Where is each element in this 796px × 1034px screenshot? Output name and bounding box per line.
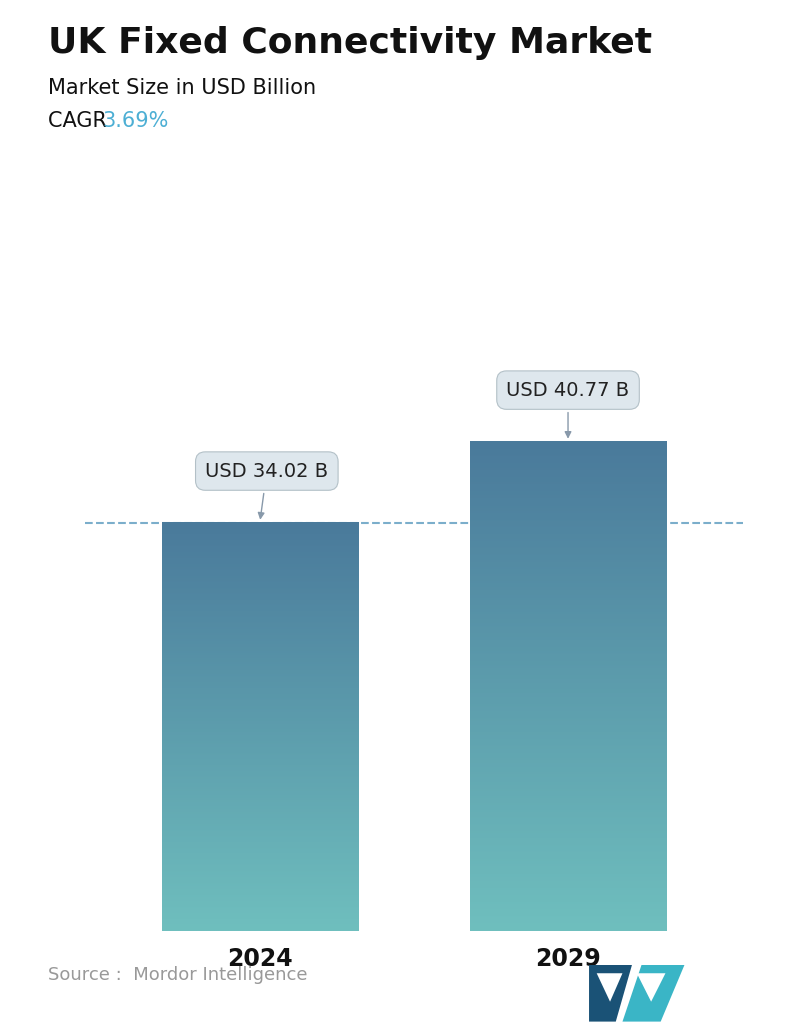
Text: Source :  Mordor Intelligence: Source : Mordor Intelligence [48,967,307,984]
Polygon shape [589,965,632,1022]
Text: UK Fixed Connectivity Market: UK Fixed Connectivity Market [48,26,652,60]
Text: USD 34.02 B: USD 34.02 B [205,461,329,518]
Polygon shape [637,973,665,1002]
Polygon shape [597,973,622,1002]
Text: USD 40.77 B: USD 40.77 B [506,381,630,437]
Polygon shape [622,965,685,1022]
Text: CAGR: CAGR [48,111,120,130]
Text: Market Size in USD Billion: Market Size in USD Billion [48,78,316,97]
Text: 3.69%: 3.69% [103,111,169,130]
